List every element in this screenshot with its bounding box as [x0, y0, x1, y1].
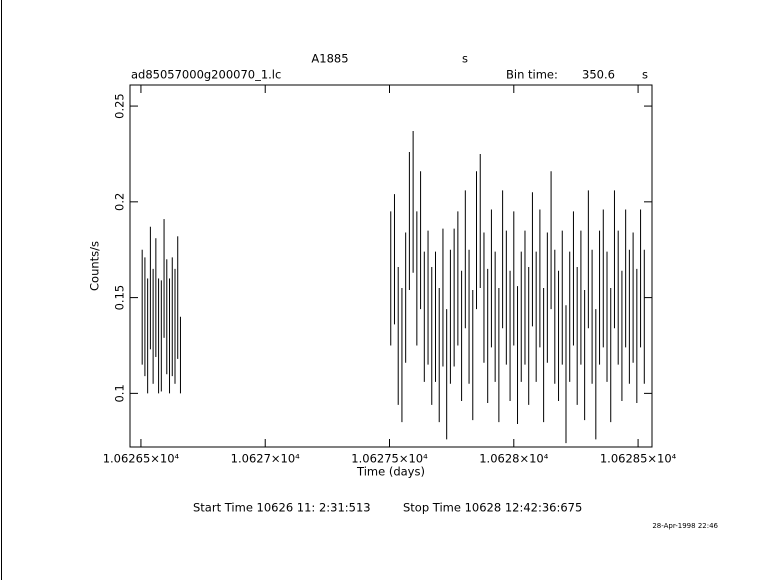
y-tick-label: 0.1	[113, 384, 127, 402]
x-tick-label: 1.0628×10⁴	[479, 452, 549, 466]
x-tick-label: 1.06265×10⁴	[103, 452, 180, 466]
x-tick-label: 1.06285×10⁴	[600, 452, 677, 466]
x-tick-label: 1.06275×10⁴	[351, 452, 428, 466]
bin-time-unit: s	[642, 68, 648, 82]
x-axis-label: Time (days)	[356, 465, 425, 479]
y-tick-label: 0.25	[113, 93, 127, 119]
file-name: ad85057000g200070_1.lc	[131, 68, 281, 82]
bin-time: 350.6	[582, 68, 615, 82]
y-tick-label: 0.15	[113, 285, 127, 311]
chart-title: A1885	[311, 52, 348, 66]
stop-time: Stop Time 10628 12:42:36:675	[403, 501, 582, 515]
plot-frame	[129, 84, 653, 448]
title-unit: s	[462, 52, 468, 66]
start-time: Start Time 10626 11: 2:31:513	[193, 501, 371, 515]
x-tick-label: 1.0627×10⁴	[231, 452, 301, 466]
y-tick-label: 0.2	[113, 193, 127, 211]
timestamp: 28-Apr-1998 22:46	[652, 522, 718, 530]
y-axis-label: Counts/s	[88, 241, 102, 291]
bin-time-label: Bin time:	[506, 68, 558, 82]
